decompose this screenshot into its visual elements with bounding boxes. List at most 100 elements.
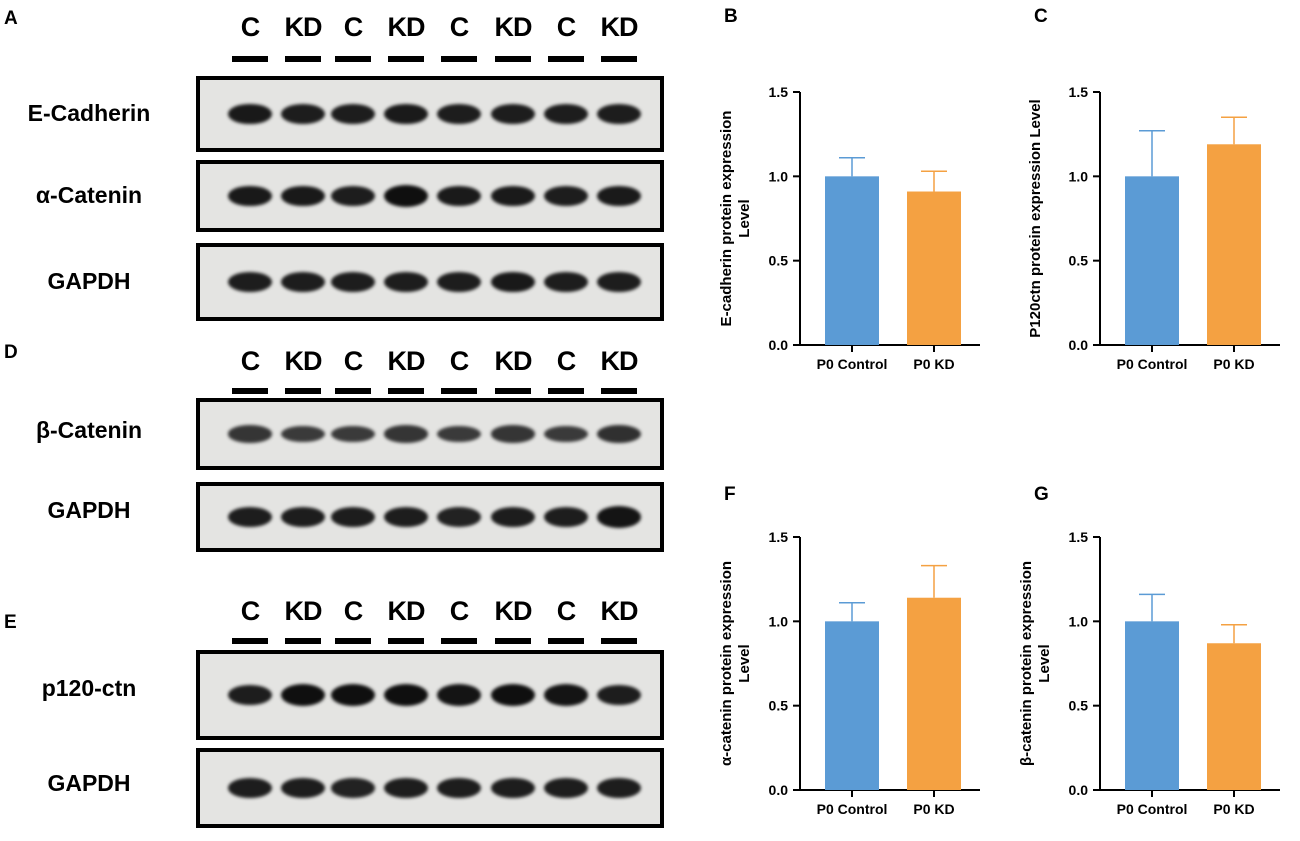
y-tick-label: 0.5 [1069,698,1089,714]
chart-svg: F 0.0 0.5 1.0 1.5 α-catenin protein expressio… [718,484,980,817]
blot-membrane [196,243,664,321]
protein-band [228,684,272,706]
lane-underline [495,56,531,62]
protein-band [281,271,325,293]
protein-band [597,185,641,207]
protein-band [228,777,272,799]
lane-underline [388,388,424,394]
protein-band [491,185,535,207]
protein-band [228,185,272,207]
lane-label: KD [600,346,639,376]
lane-label: C [240,346,260,376]
panel-letter: F [724,484,736,505]
protein-band [544,103,588,125]
lane-underline [335,56,371,62]
y-tick-label: 0.0 [1069,782,1089,798]
protein-band [491,425,535,443]
panel-letter: G [1034,484,1049,505]
lane-label: C [449,346,469,376]
y-axis-label: Level [736,199,753,237]
blot-membrane [196,650,664,740]
lane-label: C [556,596,576,626]
protein-band [437,271,481,293]
protein-band [544,271,588,293]
y-tick-label: 1.0 [769,168,789,184]
protein-band [491,506,535,528]
y-axis-label: β-catenin protein expression [1020,561,1035,766]
blot-row-label: GAPDH [47,497,131,523]
y-tick-label: 0.5 [1069,253,1089,269]
protein-band [437,185,481,207]
lane-underline [601,638,637,644]
blot-membrane [196,160,664,232]
lane-label: KD [494,12,533,42]
protein-band [331,778,375,798]
protein-band [491,271,535,293]
lane-label: C [343,346,363,376]
lane-label: KD [387,596,426,626]
chart-svg: C 0.0 0.5 1.0 1.5 P120ctn protein expression … [1027,6,1280,372]
protein-band [331,185,375,207]
lane-underline [441,638,477,644]
x-tick-label: P0 Control [817,356,888,372]
y-tick-label: 1.0 [769,613,789,629]
bar [825,176,879,345]
blot-membrane [196,482,664,552]
lane-underline [285,56,321,62]
protein-band [597,506,641,528]
protein-band [228,425,272,443]
blot-row-label: α-Catenin [35,182,143,208]
lane-underline [285,638,321,644]
protein-band [491,103,535,125]
lane-underline [441,56,477,62]
bar [907,191,961,345]
bar [1125,176,1179,345]
bar-chart-b: B 0.0 0.5 1.0 1.5 E-cadherin protein expressi… [700,0,1000,400]
y-axis-label: Level [1036,644,1053,682]
protein-band [281,506,325,528]
protein-band [281,185,325,207]
lane-underline [335,638,371,644]
y-tick-label: 0.5 [769,253,789,269]
protein-band [437,777,481,799]
lane-underline [388,638,424,644]
bar [1207,643,1261,790]
x-tick-label: P0 Control [1117,801,1188,817]
x-tick-label: P0 KD [1213,356,1254,372]
protein-band [544,506,588,528]
protein-band [384,684,428,706]
bar-chart-c: C 0.0 0.5 1.0 1.5 P120ctn protein expression … [1020,0,1300,400]
protein-band [281,103,325,125]
bar [1207,144,1261,345]
y-tick-label: 1.5 [1069,529,1089,545]
lane-label: KD [600,596,639,626]
blot-row-label: p120-ctn [41,675,137,701]
lane-label: KD [284,346,323,376]
protein-band [597,777,641,799]
panel-letter-e: E [4,612,17,633]
lane-underline [548,388,584,394]
lane-underline [232,388,268,394]
lane-label: KD [494,346,533,376]
blot-membrane [196,748,664,828]
blot-row-label: GAPDH [47,268,131,294]
lane-label: C [449,596,469,626]
panel-letter: C [1034,6,1048,27]
lane-label: C [449,12,469,42]
lane-label: C [556,12,576,42]
protein-band [597,103,641,125]
protein-band [437,507,481,527]
protein-band [384,506,428,528]
protein-band [384,777,428,799]
protein-band [228,506,272,528]
lane-underline [495,638,531,644]
protein-band [544,684,588,706]
lane-label: KD [600,12,639,42]
lane-underline [232,56,268,62]
protein-band [437,684,481,706]
protein-band [597,271,641,293]
bar [907,597,961,790]
blot-row-label: GAPDH [47,770,131,796]
lane-label: C [240,596,260,626]
protein-band [597,684,641,706]
